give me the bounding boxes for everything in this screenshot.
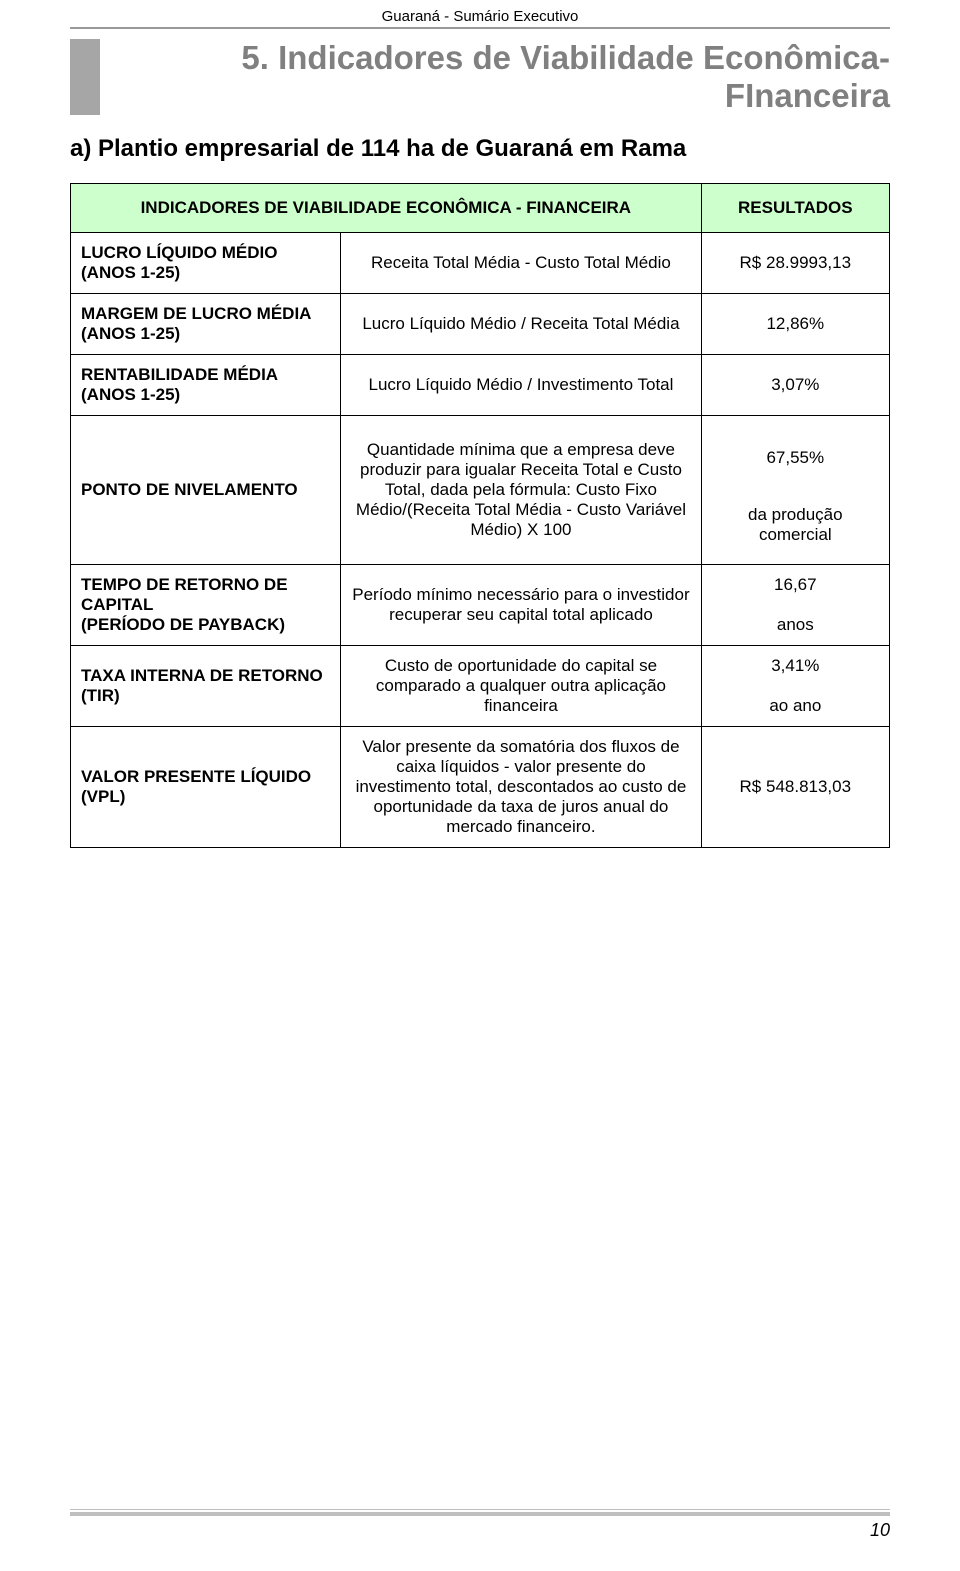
row-result: 12,86% [701, 293, 889, 354]
table-header-row: INDICADORES DE VIABILIDADE ECONÔMICA - F… [71, 183, 890, 232]
row-desc: Custo de oportunidade do capital se comp… [341, 645, 701, 726]
row-label: PONTO DE NIVELAMENTO [71, 415, 341, 564]
row-result-sub: da produção comercial [701, 486, 889, 564]
row-label: VALOR PRESENTE LÍQUIDO (VPL) [71, 726, 341, 847]
section-heading: 5. Indicadores de Viabilidade Econômica-… [70, 39, 890, 115]
label-line2: (ANOS 1-25) [81, 324, 180, 343]
row-label: TEMPO DE RETORNO DE CAPITAL (PERÍODO DE … [71, 564, 341, 645]
row-result: R$ 28.9993,13 [701, 232, 889, 293]
label-line1: TAXA INTERNA DE RETORNO [81, 666, 323, 685]
row-desc: Lucro Líquido Médio / Investimento Total [341, 354, 701, 415]
row-result: 3,07% [701, 354, 889, 415]
row-desc: Período mínimo necessário para o investi… [341, 564, 701, 645]
subsection-heading: a) Plantio empresarial de 114 ha de Guar… [70, 135, 890, 163]
row-desc: Valor presente da somatória dos fluxos d… [341, 726, 701, 847]
page-footer: 10 [70, 1512, 890, 1541]
label-line2: (VPL) [81, 787, 125, 806]
label-line2: (TIR) [81, 686, 120, 705]
row-desc: Lucro Líquido Médio / Receita Total Médi… [341, 293, 701, 354]
row-label: MARGEM DE LUCRO MÉDIA (ANOS 1-25) [71, 293, 341, 354]
row-result: 16,67 [701, 564, 889, 605]
section-title: 5. Indicadores de Viabilidade Econômica-… [106, 39, 890, 115]
row-result: R$ 548.813,03 [701, 726, 889, 847]
row-label: RENTABILIDADE MÉDIA (ANOS 1-25) [71, 354, 341, 415]
table-row: LUCRO LÍQUIDO MÉDIO (ANOS 1-25) Receita … [71, 232, 890, 293]
label-line1: RENTABILIDADE MÉDIA [81, 365, 278, 384]
label-line1: VALOR PRESENTE LÍQUIDO [81, 767, 311, 786]
header-underline [70, 27, 890, 29]
label-line2: (ANOS 1-25) [81, 385, 180, 404]
table-row: TAXA INTERNA DE RETORNO (TIR) Custo de o… [71, 645, 890, 686]
header-resultados: RESULTADOS [701, 183, 889, 232]
row-desc: Receita Total Média - Custo Total Médio [341, 232, 701, 293]
running-header: Guaraná - Sumário Executivo [70, 0, 890, 27]
footer-line [70, 1512, 890, 1516]
row-label: TAXA INTERNA DE RETORNO (TIR) [71, 645, 341, 726]
label-line1: MARGEM DE LUCRO MÉDIA [81, 304, 311, 323]
label-line2: (PERÍODO DE PAYBACK) [81, 615, 285, 634]
row-result-sub: ao ano [701, 686, 889, 727]
table-row: TEMPO DE RETORNO DE CAPITAL (PERÍODO DE … [71, 564, 890, 605]
page-number: 10 [70, 1520, 890, 1541]
indicators-table: INDICADORES DE VIABILIDADE ECONÔMICA - F… [70, 183, 890, 848]
label-line1: LUCRO LÍQUIDO MÉDIO [81, 243, 277, 262]
row-result-sub: anos [701, 605, 889, 646]
header-indicadores: INDICADORES DE VIABILIDADE ECONÔMICA - F… [71, 183, 702, 232]
table-row: PONTO DE NIVELAMENTO Quantidade mínima q… [71, 415, 890, 486]
row-result: 3,41% [701, 645, 889, 686]
table-row: RENTABILIDADE MÉDIA (ANOS 1-25) Lucro Lí… [71, 354, 890, 415]
label-line2: (ANOS 1-25) [81, 263, 180, 282]
row-label: LUCRO LÍQUIDO MÉDIO (ANOS 1-25) [71, 232, 341, 293]
section-bar [70, 39, 100, 115]
table-row: MARGEM DE LUCRO MÉDIA (ANOS 1-25) Lucro … [71, 293, 890, 354]
row-result: 67,55% [701, 415, 889, 486]
row-desc: Quantidade mínima que a empresa deve pro… [341, 415, 701, 564]
label-line1: TEMPO DE RETORNO DE CAPITAL [81, 575, 288, 614]
table-row: VALOR PRESENTE LÍQUIDO (VPL) Valor prese… [71, 726, 890, 847]
